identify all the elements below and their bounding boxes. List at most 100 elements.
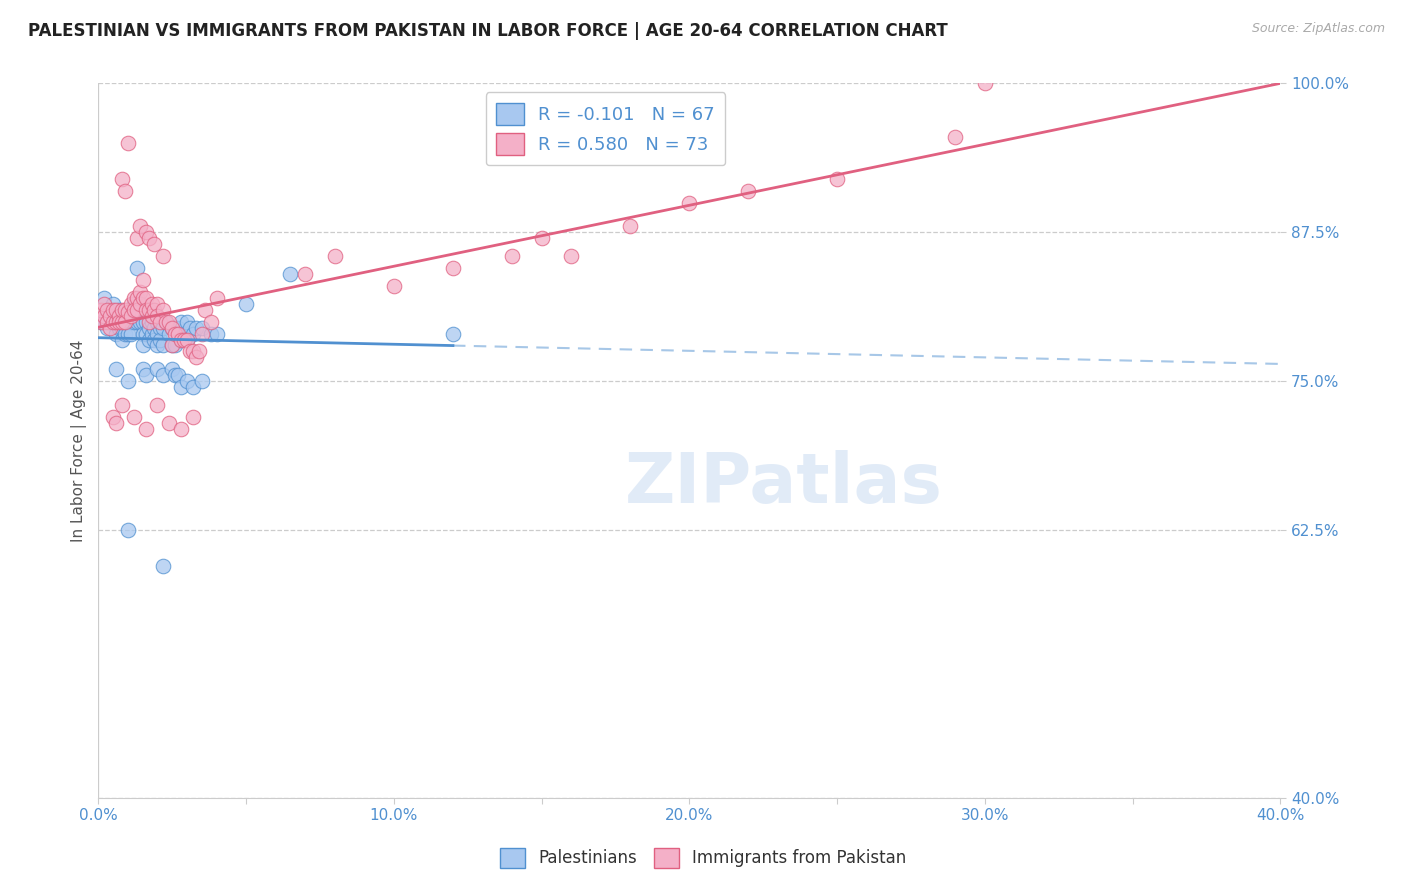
Point: [108, 302, 131, 317]
Point: [167, 326, 190, 341]
Point: [108, 315, 131, 329]
Point: [152, 368, 174, 383]
Point: [152, 320, 174, 334]
Point: [111, 302, 134, 317]
Point: [143, 333, 166, 347]
Point: [165, 326, 187, 341]
Point: [108, 320, 131, 334]
Text: PALESTINIAN VS IMMIGRANTS FROM PAKISTAN IN LABOR FORCE | AGE 20-64 CORRELATION C: PALESTINIAN VS IMMIGRANTS FROM PAKISTAN …: [28, 22, 948, 40]
Point: [117, 374, 139, 388]
Point: [93, 309, 115, 323]
Point: [194, 302, 217, 317]
Point: [152, 302, 174, 317]
Point: [152, 249, 174, 263]
Point: [93, 291, 115, 305]
Point: [131, 315, 153, 329]
Point: [117, 136, 139, 150]
Point: [111, 309, 134, 323]
Point: [205, 291, 228, 305]
Point: [200, 326, 222, 341]
Point: [323, 249, 346, 263]
Point: [98, 320, 121, 334]
Point: [167, 320, 190, 334]
Point: [93, 315, 115, 329]
Point: [135, 422, 157, 436]
Point: [146, 362, 169, 376]
Point: [96, 320, 118, 334]
Point: [117, 315, 139, 329]
Point: [114, 315, 136, 329]
Point: [128, 297, 150, 311]
Point: [160, 320, 183, 334]
Point: [173, 333, 195, 347]
Point: [200, 315, 222, 329]
Point: [737, 184, 759, 198]
Point: [122, 291, 145, 305]
Point: [141, 315, 163, 329]
Point: [90, 302, 112, 317]
Point: [143, 320, 166, 334]
Point: [141, 326, 163, 341]
Point: [149, 320, 172, 334]
Point: [179, 344, 201, 359]
Point: [120, 309, 142, 323]
Point: [160, 362, 183, 376]
Point: [122, 297, 145, 311]
Point: [114, 315, 136, 329]
Point: [96, 315, 118, 329]
Point: [165, 368, 187, 383]
Point: [125, 315, 148, 329]
Point: [176, 315, 198, 329]
Point: [128, 219, 150, 234]
Point: [90, 315, 112, 329]
Point: [128, 285, 150, 299]
Point: [170, 422, 193, 436]
Point: [146, 315, 169, 329]
Point: [170, 333, 193, 347]
Point: [146, 297, 169, 311]
Point: [176, 333, 198, 347]
Point: [181, 409, 204, 424]
Point: [138, 302, 160, 317]
Point: [125, 261, 148, 276]
Point: [131, 338, 153, 352]
Point: [160, 338, 183, 352]
Point: [101, 315, 124, 329]
Point: [825, 171, 848, 186]
Point: [93, 297, 115, 311]
Point: [943, 130, 966, 145]
Point: [120, 315, 142, 329]
Point: [155, 315, 177, 329]
Point: [560, 249, 582, 263]
Point: [135, 326, 157, 341]
Point: [143, 237, 166, 252]
Text: ZIPatlas: ZIPatlas: [626, 450, 943, 517]
Point: [105, 302, 128, 317]
Point: [165, 338, 187, 352]
Point: [135, 315, 157, 329]
Point: [176, 374, 198, 388]
Point: [187, 344, 209, 359]
Point: [135, 368, 157, 383]
Point: [441, 261, 464, 276]
Point: [184, 351, 207, 365]
Point: [111, 171, 134, 186]
Point: [141, 309, 163, 323]
Point: [111, 398, 134, 412]
Point: [101, 297, 124, 311]
Point: [205, 326, 228, 341]
Point: [105, 315, 128, 329]
Point: [157, 416, 180, 430]
Point: [138, 231, 160, 245]
Point: [181, 344, 204, 359]
Point: [114, 184, 136, 198]
Point: [160, 338, 183, 352]
Point: [131, 326, 153, 341]
Point: [90, 315, 112, 329]
Legend: R = -0.101   N = 67, R = 0.580   N = 73: R = -0.101 N = 67, R = 0.580 N = 73: [485, 93, 725, 165]
Point: [111, 320, 134, 334]
Point: [176, 333, 198, 347]
Legend: Palestinians, Immigrants from Pakistan: Palestinians, Immigrants from Pakistan: [494, 841, 912, 875]
Point: [530, 231, 553, 245]
Point: [122, 409, 145, 424]
